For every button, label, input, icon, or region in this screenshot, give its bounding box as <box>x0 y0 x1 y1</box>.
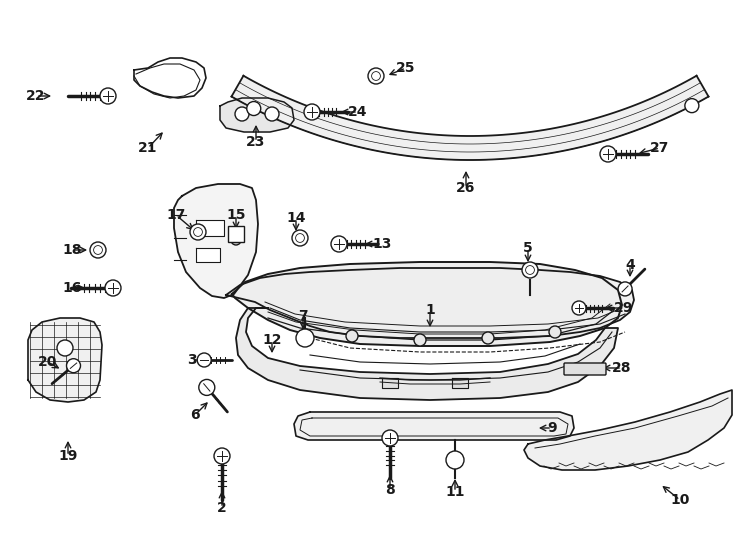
Circle shape <box>346 330 358 342</box>
Text: 12: 12 <box>262 333 282 347</box>
Circle shape <box>194 227 203 237</box>
Circle shape <box>446 451 464 469</box>
Text: 21: 21 <box>138 141 158 155</box>
Bar <box>228 226 244 242</box>
Text: 20: 20 <box>38 355 58 369</box>
Polygon shape <box>524 390 732 470</box>
Text: 27: 27 <box>650 141 669 155</box>
Circle shape <box>572 301 586 315</box>
Circle shape <box>94 246 103 254</box>
Text: 22: 22 <box>26 89 46 103</box>
Circle shape <box>371 72 380 80</box>
Polygon shape <box>28 318 102 402</box>
Text: 24: 24 <box>348 105 368 119</box>
Text: 1: 1 <box>425 303 435 317</box>
Circle shape <box>231 235 241 245</box>
Text: 7: 7 <box>298 309 308 323</box>
Circle shape <box>105 280 121 296</box>
Circle shape <box>197 353 211 367</box>
Text: 9: 9 <box>547 421 557 435</box>
Text: 19: 19 <box>58 449 78 463</box>
Text: 11: 11 <box>446 485 465 499</box>
Circle shape <box>618 282 632 296</box>
Text: 14: 14 <box>286 211 306 225</box>
Text: 18: 18 <box>62 243 81 257</box>
Polygon shape <box>220 98 294 132</box>
Text: 8: 8 <box>385 483 395 497</box>
Circle shape <box>372 74 380 82</box>
Circle shape <box>600 146 616 162</box>
Circle shape <box>331 236 347 252</box>
Polygon shape <box>236 308 618 400</box>
Circle shape <box>190 224 206 240</box>
Text: 16: 16 <box>62 281 81 295</box>
Circle shape <box>67 359 81 373</box>
Circle shape <box>482 332 494 344</box>
Polygon shape <box>231 76 708 160</box>
Polygon shape <box>382 378 398 388</box>
Text: 28: 28 <box>612 361 632 375</box>
Text: 2: 2 <box>217 501 227 515</box>
Circle shape <box>522 262 538 278</box>
Polygon shape <box>226 268 634 338</box>
Text: 17: 17 <box>167 208 186 222</box>
Circle shape <box>414 334 426 346</box>
Text: 6: 6 <box>190 408 200 422</box>
Polygon shape <box>196 220 224 236</box>
Polygon shape <box>196 248 220 262</box>
Text: 3: 3 <box>187 353 197 367</box>
Circle shape <box>526 266 534 274</box>
Text: 4: 4 <box>625 258 635 272</box>
Text: 26: 26 <box>457 181 476 195</box>
Polygon shape <box>174 184 258 298</box>
Text: 25: 25 <box>396 61 415 75</box>
Circle shape <box>100 88 116 104</box>
Circle shape <box>57 340 73 356</box>
Circle shape <box>304 104 320 120</box>
Circle shape <box>214 448 230 464</box>
Circle shape <box>368 68 384 84</box>
Text: 29: 29 <box>614 301 633 315</box>
FancyBboxPatch shape <box>564 363 606 375</box>
Text: 5: 5 <box>523 241 533 255</box>
Circle shape <box>296 234 305 242</box>
Polygon shape <box>294 412 574 440</box>
Polygon shape <box>232 262 622 346</box>
Text: 10: 10 <box>670 493 690 507</box>
Circle shape <box>382 430 398 446</box>
Circle shape <box>247 102 261 116</box>
Circle shape <box>90 242 106 258</box>
Circle shape <box>685 99 699 113</box>
Circle shape <box>199 380 215 395</box>
Circle shape <box>296 329 314 347</box>
Text: 15: 15 <box>226 208 246 222</box>
Circle shape <box>265 107 279 121</box>
Polygon shape <box>452 378 468 388</box>
Text: 23: 23 <box>247 135 266 149</box>
Circle shape <box>292 230 308 246</box>
Text: 13: 13 <box>372 237 392 251</box>
Circle shape <box>235 107 249 121</box>
Circle shape <box>549 326 561 338</box>
